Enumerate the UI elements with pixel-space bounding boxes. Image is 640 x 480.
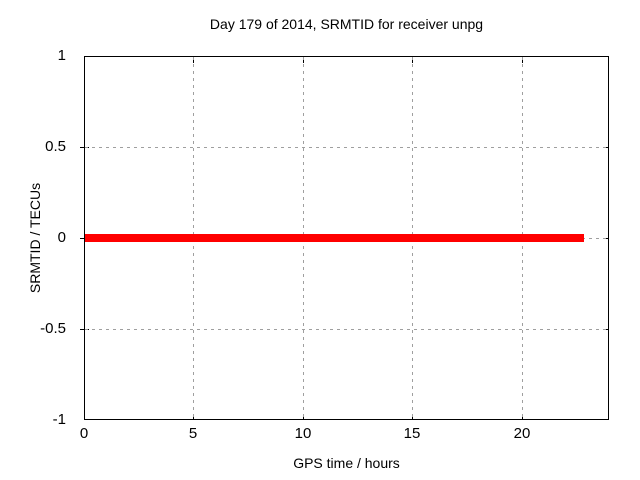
x-tick-label: 5: [188, 425, 198, 442]
x-axis-label: GPS time / hours: [293, 455, 400, 471]
y-tick-label: 0.5: [45, 138, 66, 155]
y-tick-label: -0.5: [40, 320, 66, 337]
x-tick-label: 10: [294, 425, 312, 442]
chart-title: Day 179 of 2014, SRMTID for receiver unp…: [209, 16, 484, 32]
x-tick-label: 20: [513, 425, 531, 442]
series-layer: [85, 57, 608, 419]
x-tick-label: 15: [403, 425, 421, 442]
gridline-horizontal: [85, 329, 608, 330]
tick-mark-y-left: [80, 329, 89, 330]
tick-mark-y-left: [80, 238, 89, 239]
y-tick-label: -1: [52, 411, 66, 428]
x-tick-label: 0: [79, 425, 89, 442]
tick-mark-y-left: [80, 147, 89, 148]
y-tick-label: 1: [57, 47, 66, 64]
gridline-horizontal: [85, 147, 608, 148]
plot-area: [84, 56, 609, 420]
data-series-line: [85, 234, 584, 242]
y-tick-label: 0: [57, 229, 66, 246]
